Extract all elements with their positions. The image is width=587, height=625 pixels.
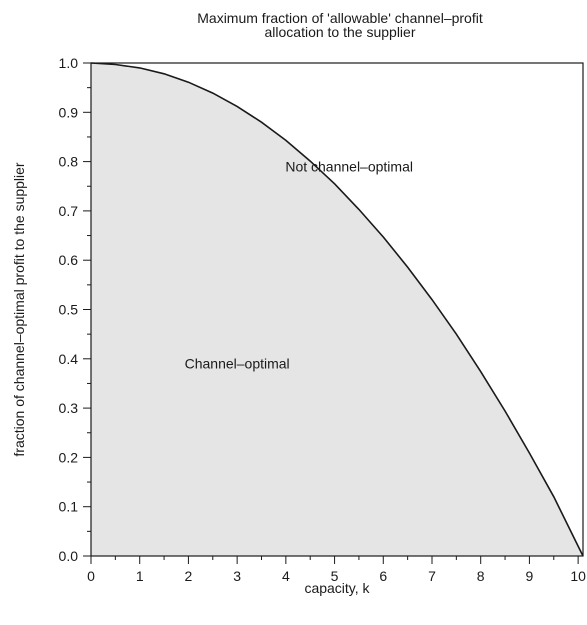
x-tick-label: 7 bbox=[428, 568, 436, 584]
x-tick-label: 10 bbox=[570, 568, 586, 584]
y-tick-label: 0.8 bbox=[59, 154, 79, 170]
y-tick-label: 0.9 bbox=[59, 104, 79, 120]
y-tick-label: 0.7 bbox=[59, 203, 79, 219]
annotation-not-channel-optimal: Not channel–optimal bbox=[285, 158, 413, 174]
y-tick-label: 0.5 bbox=[59, 302, 79, 318]
x-tick-label: 1 bbox=[136, 568, 144, 584]
x-tick-label: 5 bbox=[331, 568, 339, 584]
x-tick-label: 0 bbox=[87, 568, 95, 584]
channel-optimal-region bbox=[91, 63, 583, 556]
chart-title-line-1: Maximum fraction of 'allowable' channel–… bbox=[197, 10, 483, 26]
x-tick-label: 2 bbox=[185, 568, 193, 584]
x-tick-label: 9 bbox=[526, 568, 534, 584]
y-axis-title: fraction of channel–optimal profit to th… bbox=[11, 162, 27, 457]
boundary-curve bbox=[90, 62, 584, 557]
y-tick-label: 0.6 bbox=[59, 252, 79, 268]
y-tick-label: 0.3 bbox=[59, 400, 79, 416]
y-tick-label: 0.4 bbox=[59, 351, 79, 367]
y-tick-label: 0.0 bbox=[59, 548, 79, 564]
y-tick-label: 1.0 bbox=[59, 55, 79, 71]
y-axis: 0.0 0.1 0.2 0.3 0.4 0.5 0.6 0.7 0.8 0.9 1.0 bbox=[59, 55, 91, 564]
chart-title-line-2: allocation to the supplier bbox=[264, 24, 416, 40]
x-tick-label: 8 bbox=[477, 568, 485, 584]
x-tick-label: 3 bbox=[233, 568, 241, 584]
y-tick-label: 0.1 bbox=[59, 499, 79, 515]
annotation-channel-optimal: Channel–optimal bbox=[185, 356, 290, 372]
x-tick-label: 4 bbox=[282, 568, 290, 584]
x-tick-label: 6 bbox=[379, 568, 387, 584]
x-axis-title: capacity, k bbox=[304, 580, 370, 596]
y-tick-label: 0.2 bbox=[59, 449, 79, 465]
x-axis: 0 1 2 3 4 5 6 7 8 9 10 bbox=[87, 556, 586, 584]
